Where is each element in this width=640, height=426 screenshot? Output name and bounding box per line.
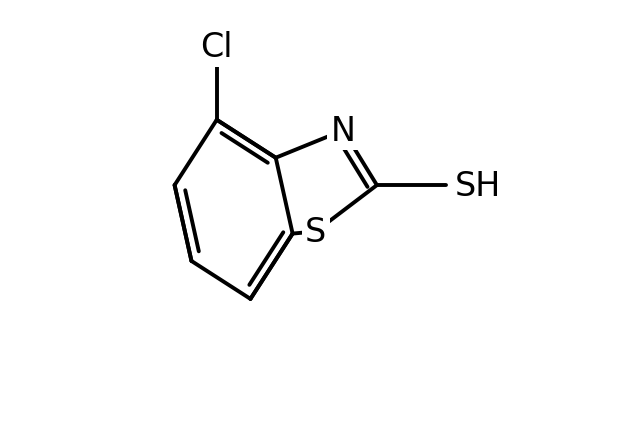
Text: Cl: Cl xyxy=(200,30,233,63)
Text: S: S xyxy=(305,216,326,248)
Text: N: N xyxy=(331,115,356,147)
Text: SH: SH xyxy=(455,169,501,202)
